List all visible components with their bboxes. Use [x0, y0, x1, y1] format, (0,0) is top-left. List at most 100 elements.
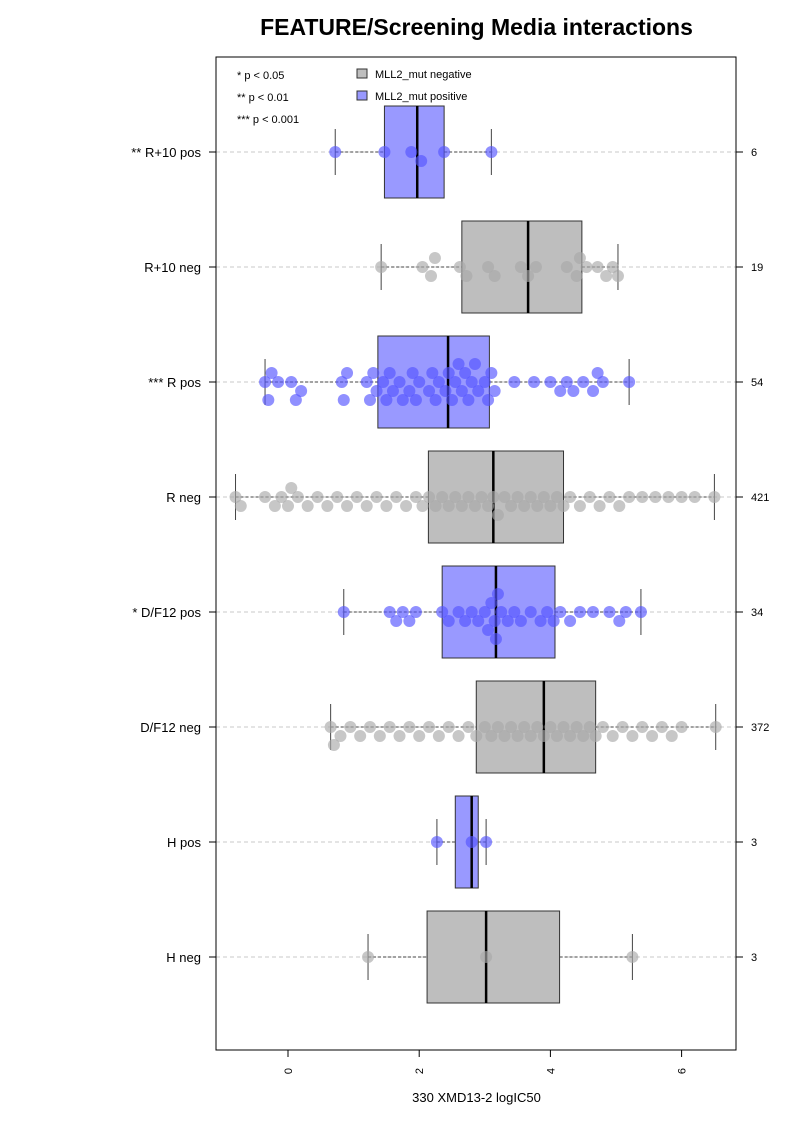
data-point: [409, 394, 422, 406]
data-point: [472, 615, 485, 627]
data-point: [275, 491, 288, 503]
data-point: [491, 721, 504, 733]
category-label: H pos: [167, 835, 201, 850]
data-point: [370, 385, 383, 397]
data-point: [386, 385, 399, 397]
data-point: [413, 730, 426, 742]
data-point: [350, 491, 363, 503]
data-point: [524, 491, 537, 503]
data-point: [485, 730, 498, 742]
data-point: [488, 385, 501, 397]
data-point: [285, 376, 298, 388]
data-point: [455, 500, 468, 512]
data-point: [468, 358, 481, 370]
data-point: [415, 155, 428, 167]
data-point: [442, 721, 455, 733]
data-point: [646, 730, 659, 742]
data-point: [262, 394, 275, 406]
data-point: [491, 509, 504, 521]
data-point: [596, 721, 609, 733]
data-point: [259, 376, 272, 388]
data-point: [460, 270, 473, 282]
data-point: [459, 367, 472, 379]
data-point: [708, 491, 721, 503]
data-point: [514, 261, 527, 273]
data-point: [341, 367, 354, 379]
data-point: [524, 606, 537, 618]
data-point: [649, 491, 662, 503]
data-point: [413, 376, 426, 388]
data-point: [501, 615, 514, 627]
data-point: [344, 721, 357, 733]
data-point: [416, 261, 429, 273]
data-point: [491, 588, 504, 600]
data-point: [465, 836, 478, 848]
data-point: [498, 491, 511, 503]
data-point: [295, 385, 308, 397]
data-point: [675, 721, 688, 733]
data-point: [675, 491, 688, 503]
data-point: [265, 367, 278, 379]
data-point: [442, 500, 455, 512]
data-point: [531, 721, 544, 733]
category-label: D/F12 neg: [140, 720, 201, 735]
data-point: [272, 376, 285, 388]
data-point: [662, 491, 675, 503]
data-point: [360, 376, 373, 388]
data-point: [403, 385, 416, 397]
data-point: [709, 721, 722, 733]
data-point: [462, 394, 475, 406]
data-point: [488, 615, 501, 627]
data-point: [577, 730, 590, 742]
data-point: [550, 730, 563, 742]
data-point: [573, 500, 586, 512]
data-point: [436, 606, 449, 618]
significance-legend-item: *** p < 0.001: [237, 114, 299, 126]
data-point: [423, 385, 436, 397]
data-point: [364, 394, 376, 406]
data-point: [606, 261, 619, 273]
data-point: [285, 482, 298, 494]
data-point: [436, 491, 449, 503]
data-point: [495, 606, 508, 618]
data-point: [524, 730, 537, 742]
data-point: [626, 951, 639, 963]
data-point: [655, 721, 668, 733]
data-point: [478, 606, 491, 618]
data-point: [514, 615, 527, 627]
data-point: [564, 615, 577, 627]
data-point: [485, 367, 498, 379]
data-point: [449, 491, 462, 503]
data-point: [337, 606, 350, 618]
data-point: [383, 367, 396, 379]
data-point: [390, 491, 403, 503]
box: [426, 910, 561, 1004]
data-point: [589, 730, 602, 742]
data-point: [634, 606, 647, 618]
data-point: [428, 252, 441, 264]
chart-title: FEATURE/Screening Media interactions: [260, 14, 693, 40]
legend-swatch: [356, 68, 368, 79]
count-label: 372: [751, 722, 769, 734]
data-point: [606, 730, 619, 742]
data-point: [396, 606, 409, 618]
data-point: [429, 394, 442, 406]
data-point: [547, 615, 560, 627]
data-point: [462, 721, 475, 733]
x-tick-label: 4: [545, 1068, 557, 1074]
data-point: [331, 491, 344, 503]
data-point: [396, 394, 409, 406]
data-point: [485, 146, 498, 158]
x-axis-label: 330 XMD13-2 logIC50: [412, 1090, 541, 1105]
data-point: [291, 491, 304, 503]
data-point: [375, 261, 388, 273]
data-point: [619, 606, 632, 618]
x-tick-label: 0: [283, 1068, 295, 1074]
data-point: [452, 606, 465, 618]
data-point: [301, 500, 314, 512]
x-tick-label: 6: [677, 1068, 689, 1074]
data-point: [259, 491, 272, 503]
data-point: [505, 500, 518, 512]
data-point: [449, 376, 462, 388]
data-point: [380, 394, 393, 406]
